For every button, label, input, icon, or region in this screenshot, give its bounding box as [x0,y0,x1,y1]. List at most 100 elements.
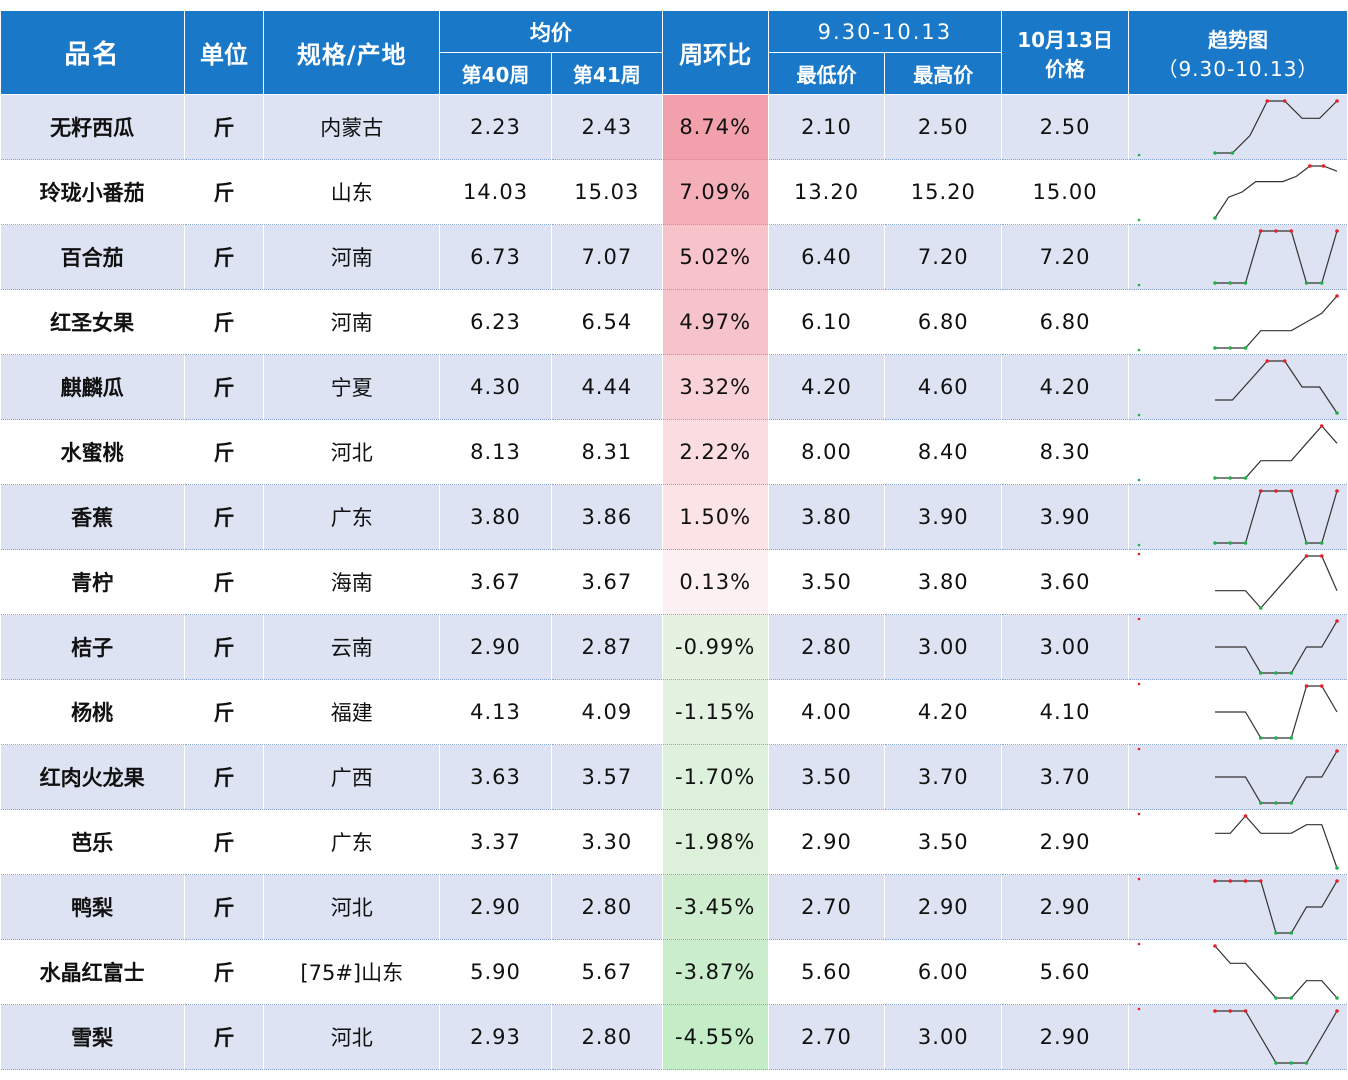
sparkline-min-point [1213,541,1217,545]
sparkline-min-point [1258,606,1263,610]
row-week41: 2.80 [551,1004,663,1070]
header-trend: 趋势图 （9.30-10.13） [1127,10,1348,95]
row-low: 2.70 [768,1004,886,1070]
sparkline-max-point [1319,424,1324,428]
sparkline [1137,1007,1339,1065]
row-today: 7.20 [1001,224,1129,290]
row-week41: 8.31 [551,419,663,485]
row-week40: 4.13 [439,679,552,745]
row-week40: 4.30 [439,354,552,420]
sparkline-min-point [1228,541,1232,545]
sparkline-min-point [1228,476,1232,480]
sparkline-max-point [1335,229,1339,233]
row-week40: 2.90 [439,614,552,680]
row-today: 4.10 [1001,679,1129,745]
sparkline [1137,99,1339,157]
row-wow: 4.97% [662,289,769,355]
row-name: 水蜜桃 [0,419,185,485]
row-week41: 3.67 [551,549,663,615]
row-week41: 3.57 [551,744,663,810]
sparkline-max-point [1304,554,1309,558]
row-origin: 河北 [263,1004,441,1070]
sparkline-max-point [1289,229,1293,233]
row-high: 3.50 [884,809,1003,875]
row-today: 3.60 [1001,549,1129,615]
sparkline-max-point [1274,489,1278,493]
row-high: 3.00 [884,614,1003,680]
header-trend-line2: （9.30-10.13） [1157,56,1319,81]
table-row: 青柠斤海南 3.67 3.67 0.13% 3.50 3.80 3.60 [0,549,1348,615]
row-origin: 广东 [263,484,441,550]
sparkline-min-point [1335,996,1339,1000]
row-origin: 福建 [263,679,441,745]
row-unit: 斤 [184,289,265,355]
header-date-price-line1: 10月13日 [1017,27,1113,52]
row-low: 8.00 [768,419,886,485]
sparkline-max-point [1319,554,1324,558]
row-origin: 河北 [263,419,441,485]
row-name: 青柠 [0,549,185,615]
row-today: 6.80 [1001,289,1129,355]
row-week40: 8.13 [439,419,552,485]
sparkline-marker-dot [1137,942,1141,946]
row-unit: 斤 [184,809,265,875]
sparkline-max-point [1335,1009,1339,1013]
sparkline-max-point [1213,944,1217,948]
row-week41: 2.43 [551,94,663,160]
header-name: 品名 [0,10,185,95]
sparkline-max-point [1258,489,1263,493]
sparkline-marker-dot [1137,747,1141,751]
sparkline-min-point [1213,151,1217,155]
sparkline [1137,164,1338,222]
row-wow: -3.45% [662,874,769,940]
row-high: 4.20 [884,679,1003,745]
sparkline-line [1214,555,1338,609]
row-low: 4.00 [768,679,886,745]
sparkline-min-point [1289,931,1293,935]
sparkline-min-point [1213,346,1217,350]
sparkline-min-point [1274,996,1278,1000]
sparkline-max-point [1265,359,1270,363]
sparkline-min-point [1289,1061,1293,1065]
sparkline-min-point [1304,281,1309,285]
row-low: 4.20 [768,354,886,420]
row-today: 3.90 [1001,484,1129,550]
sparkline-min-point [1304,541,1309,545]
sparkline-max-point [1258,879,1263,883]
sparkline-max-point [1228,1009,1232,1013]
sparkline-line [1214,620,1338,674]
table-row: 鸭梨斤河北 2.90 2.80 -3.45% 2.70 2.90 2.90 [0,874,1348,940]
sparkline-min-point [1274,736,1278,740]
row-origin: 宁夏 [263,354,441,420]
row-week40: 2.90 [439,874,552,940]
sparkline-min-point [1319,541,1324,545]
row-trend [1128,419,1348,485]
row-high: 7.20 [884,224,1003,290]
sparkline-min-point [1243,281,1248,285]
table-row: 水晶红富士斤 [75#]山东 5.90 5.67 -3.87% 5.60 6.00 5.60 [0,939,1348,1005]
row-week40: 6.23 [439,289,552,355]
row-week40: 3.63 [439,744,552,810]
row-today: 3.00 [1001,614,1129,680]
header-week41: 第41周 [550,52,663,95]
sparkline-line [1214,685,1338,739]
sparkline-marker-dot [1137,682,1141,686]
row-trend [1128,289,1348,355]
row-low: 6.40 [768,224,886,290]
row-week41: 6.54 [551,289,663,355]
row-week41: 7.07 [551,224,663,290]
row-wow: -1.98% [662,809,769,875]
table-row: 无籽西瓜斤内蒙古 2.23 2.43 8.74% 2.10 2.50 2.50 [0,94,1348,160]
sparkline-min-point [1289,801,1293,805]
row-low: 13.20 [768,159,886,225]
row-unit: 斤 [184,939,265,1005]
row-wow: -4.55% [662,1004,769,1070]
sparkline-min-point [1213,281,1217,285]
sparkline-marker-dot [1137,877,1141,881]
row-name: 红肉火龙果 [0,744,185,810]
row-today: 2.90 [1001,1004,1129,1070]
row-trend [1128,744,1348,810]
row-origin: 河南 [263,289,441,355]
sparkline-marker-dot [1137,617,1141,621]
sparkline [1137,294,1339,352]
